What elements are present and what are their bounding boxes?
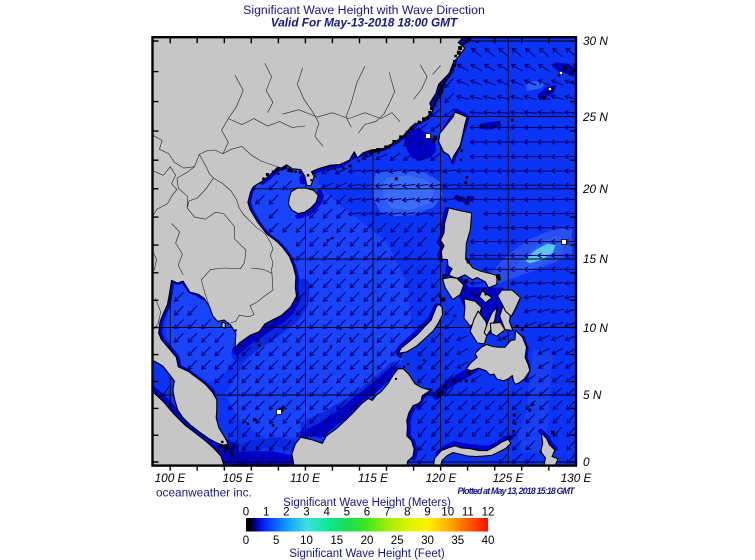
- svg-text:11: 11: [462, 507, 474, 519]
- svg-text:Significant Wave Height (Feet): Significant Wave Height (Feet): [289, 548, 445, 560]
- svg-text:40: 40: [482, 535, 495, 547]
- svg-text:Valid For May-13-2018 18:00 GM: Valid For May-13-2018 18:00 GMT: [271, 16, 459, 30]
- svg-text:105 E: 105 E: [223, 471, 254, 485]
- svg-text:130 E: 130 E: [561, 471, 592, 485]
- svg-text:25: 25: [391, 535, 404, 547]
- svg-text:25 N: 25 N: [582, 110, 608, 124]
- svg-text:8: 8: [404, 507, 410, 519]
- svg-text:10: 10: [441, 507, 454, 519]
- svg-text:0: 0: [243, 535, 249, 547]
- svg-text:115 E: 115 E: [358, 471, 388, 485]
- svg-text:4: 4: [323, 507, 330, 519]
- svg-text:10 N: 10 N: [583, 321, 608, 335]
- svg-text:10: 10: [300, 535, 313, 547]
- svg-text:2: 2: [283, 507, 289, 519]
- svg-text:15: 15: [330, 535, 343, 547]
- svg-text:15 N: 15 N: [583, 252, 608, 266]
- svg-text:Significant Wave Height with W: Significant Wave Height with Wave Direct…: [243, 3, 485, 17]
- svg-text:1: 1: [263, 507, 269, 519]
- svg-text:100 E: 100 E: [155, 471, 186, 485]
- svg-text:5: 5: [344, 507, 350, 519]
- svg-text:30 N: 30 N: [583, 34, 608, 48]
- svg-text:20: 20: [361, 535, 374, 547]
- svg-text:5: 5: [273, 535, 279, 547]
- svg-text:0: 0: [243, 507, 249, 519]
- svg-text:20 N: 20 N: [582, 182, 608, 196]
- svg-text:0: 0: [583, 455, 590, 469]
- svg-text:6: 6: [364, 507, 370, 519]
- svg-text:110 E: 110 E: [290, 471, 320, 485]
- svg-text:oceanweather inc.: oceanweather inc.: [156, 485, 252, 499]
- svg-text:3: 3: [303, 507, 309, 519]
- svg-text:30: 30: [421, 535, 434, 547]
- svg-text:9: 9: [424, 507, 430, 519]
- svg-text:Significant Wave Height (Meter: Significant Wave Height (Meters): [283, 497, 451, 509]
- svg-text:120 E: 120 E: [426, 471, 457, 485]
- svg-text:35: 35: [451, 535, 464, 547]
- svg-text:12: 12: [482, 507, 495, 519]
- svg-text:7: 7: [384, 507, 390, 519]
- svg-text:125 E: 125 E: [493, 471, 524, 485]
- svg-text:Plotted at May 13, 2018 15:18: Plotted at May 13, 2018 15:18 GMT: [458, 486, 576, 496]
- svg-text:5 N: 5 N: [583, 388, 602, 402]
